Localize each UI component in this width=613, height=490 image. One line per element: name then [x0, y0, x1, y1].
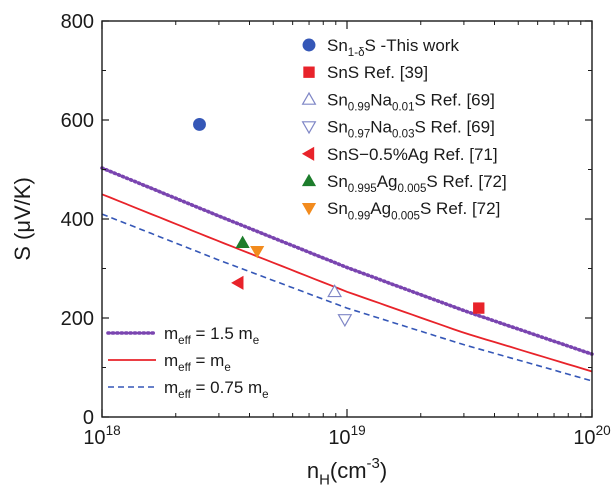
- legend-marker-2: [303, 66, 315, 78]
- x-axis-label: nH(cm-3): [307, 455, 387, 489]
- legend-layer: Sn1-δS -This work SnS Ref. [39] Sn0.99Na0.…: [106, 36, 507, 401]
- x-tick-label-18: 1018: [83, 423, 120, 449]
- y-axis-label: S (μV/K): [10, 177, 35, 261]
- legend-label-5: SnS−0.5%Ag Ref. [71]: [327, 145, 498, 164]
- data-point-3: [327, 284, 343, 298]
- data-point-4: [337, 314, 353, 328]
- legend-line-label-3: meff = 0.75 me: [164, 378, 269, 401]
- legend-marker-5: [301, 146, 315, 161]
- y-tick-label-600: 600: [61, 110, 94, 132]
- data-point-7: [250, 245, 265, 259]
- legend-label-1: Sn1-δS -This work: [327, 36, 459, 59]
- legend-label-6: Sn0.995Ag0.005S Ref. [72]: [327, 172, 507, 195]
- x-tick-label-20: 1020: [573, 423, 611, 449]
- data-point-5: [231, 275, 244, 290]
- x-tick-label-19: 1019: [328, 423, 365, 449]
- y-tick-label-400: 400: [61, 209, 94, 231]
- legend-line-label-1: meff = 1.5 me: [164, 324, 259, 347]
- model-curve-1: [100, 166, 594, 356]
- y-tick-label-800: 800: [61, 11, 94, 33]
- legend-line-label-2: meff = me: [164, 351, 231, 374]
- plot-layer: [100, 118, 594, 382]
- data-point-1: [193, 118, 206, 131]
- legend-marker-6: [301, 173, 317, 187]
- data-point-2: [473, 302, 485, 314]
- legend-label-3: Sn0.99Na0.01S Ref. [69]: [327, 90, 495, 113]
- y-tick-label-0: 0: [83, 407, 94, 429]
- legend-marker-7: [301, 203, 317, 216]
- legend-marker-3: [301, 91, 317, 105]
- legend-marker-1: [302, 38, 316, 52]
- model-curve-3: [101, 213, 593, 382]
- legend-label-4: Sn0.97Na0.03S Ref. [69]: [327, 118, 495, 141]
- data-point-6: [235, 235, 250, 248]
- legend-marker-4: [301, 121, 317, 135]
- legend-label-7: Sn0.99Ag0.005S Ref. [72]: [327, 199, 500, 222]
- axis-layer: 0 200 400 600 800 1018 1019 1020 nH(cm-3) S (μV/K…: [10, 11, 611, 489]
- y-tick-label-200: 200: [61, 308, 94, 330]
- model-curve-2: [101, 193, 593, 373]
- legend-label-2: SnS Ref. [39]: [327, 63, 428, 82]
